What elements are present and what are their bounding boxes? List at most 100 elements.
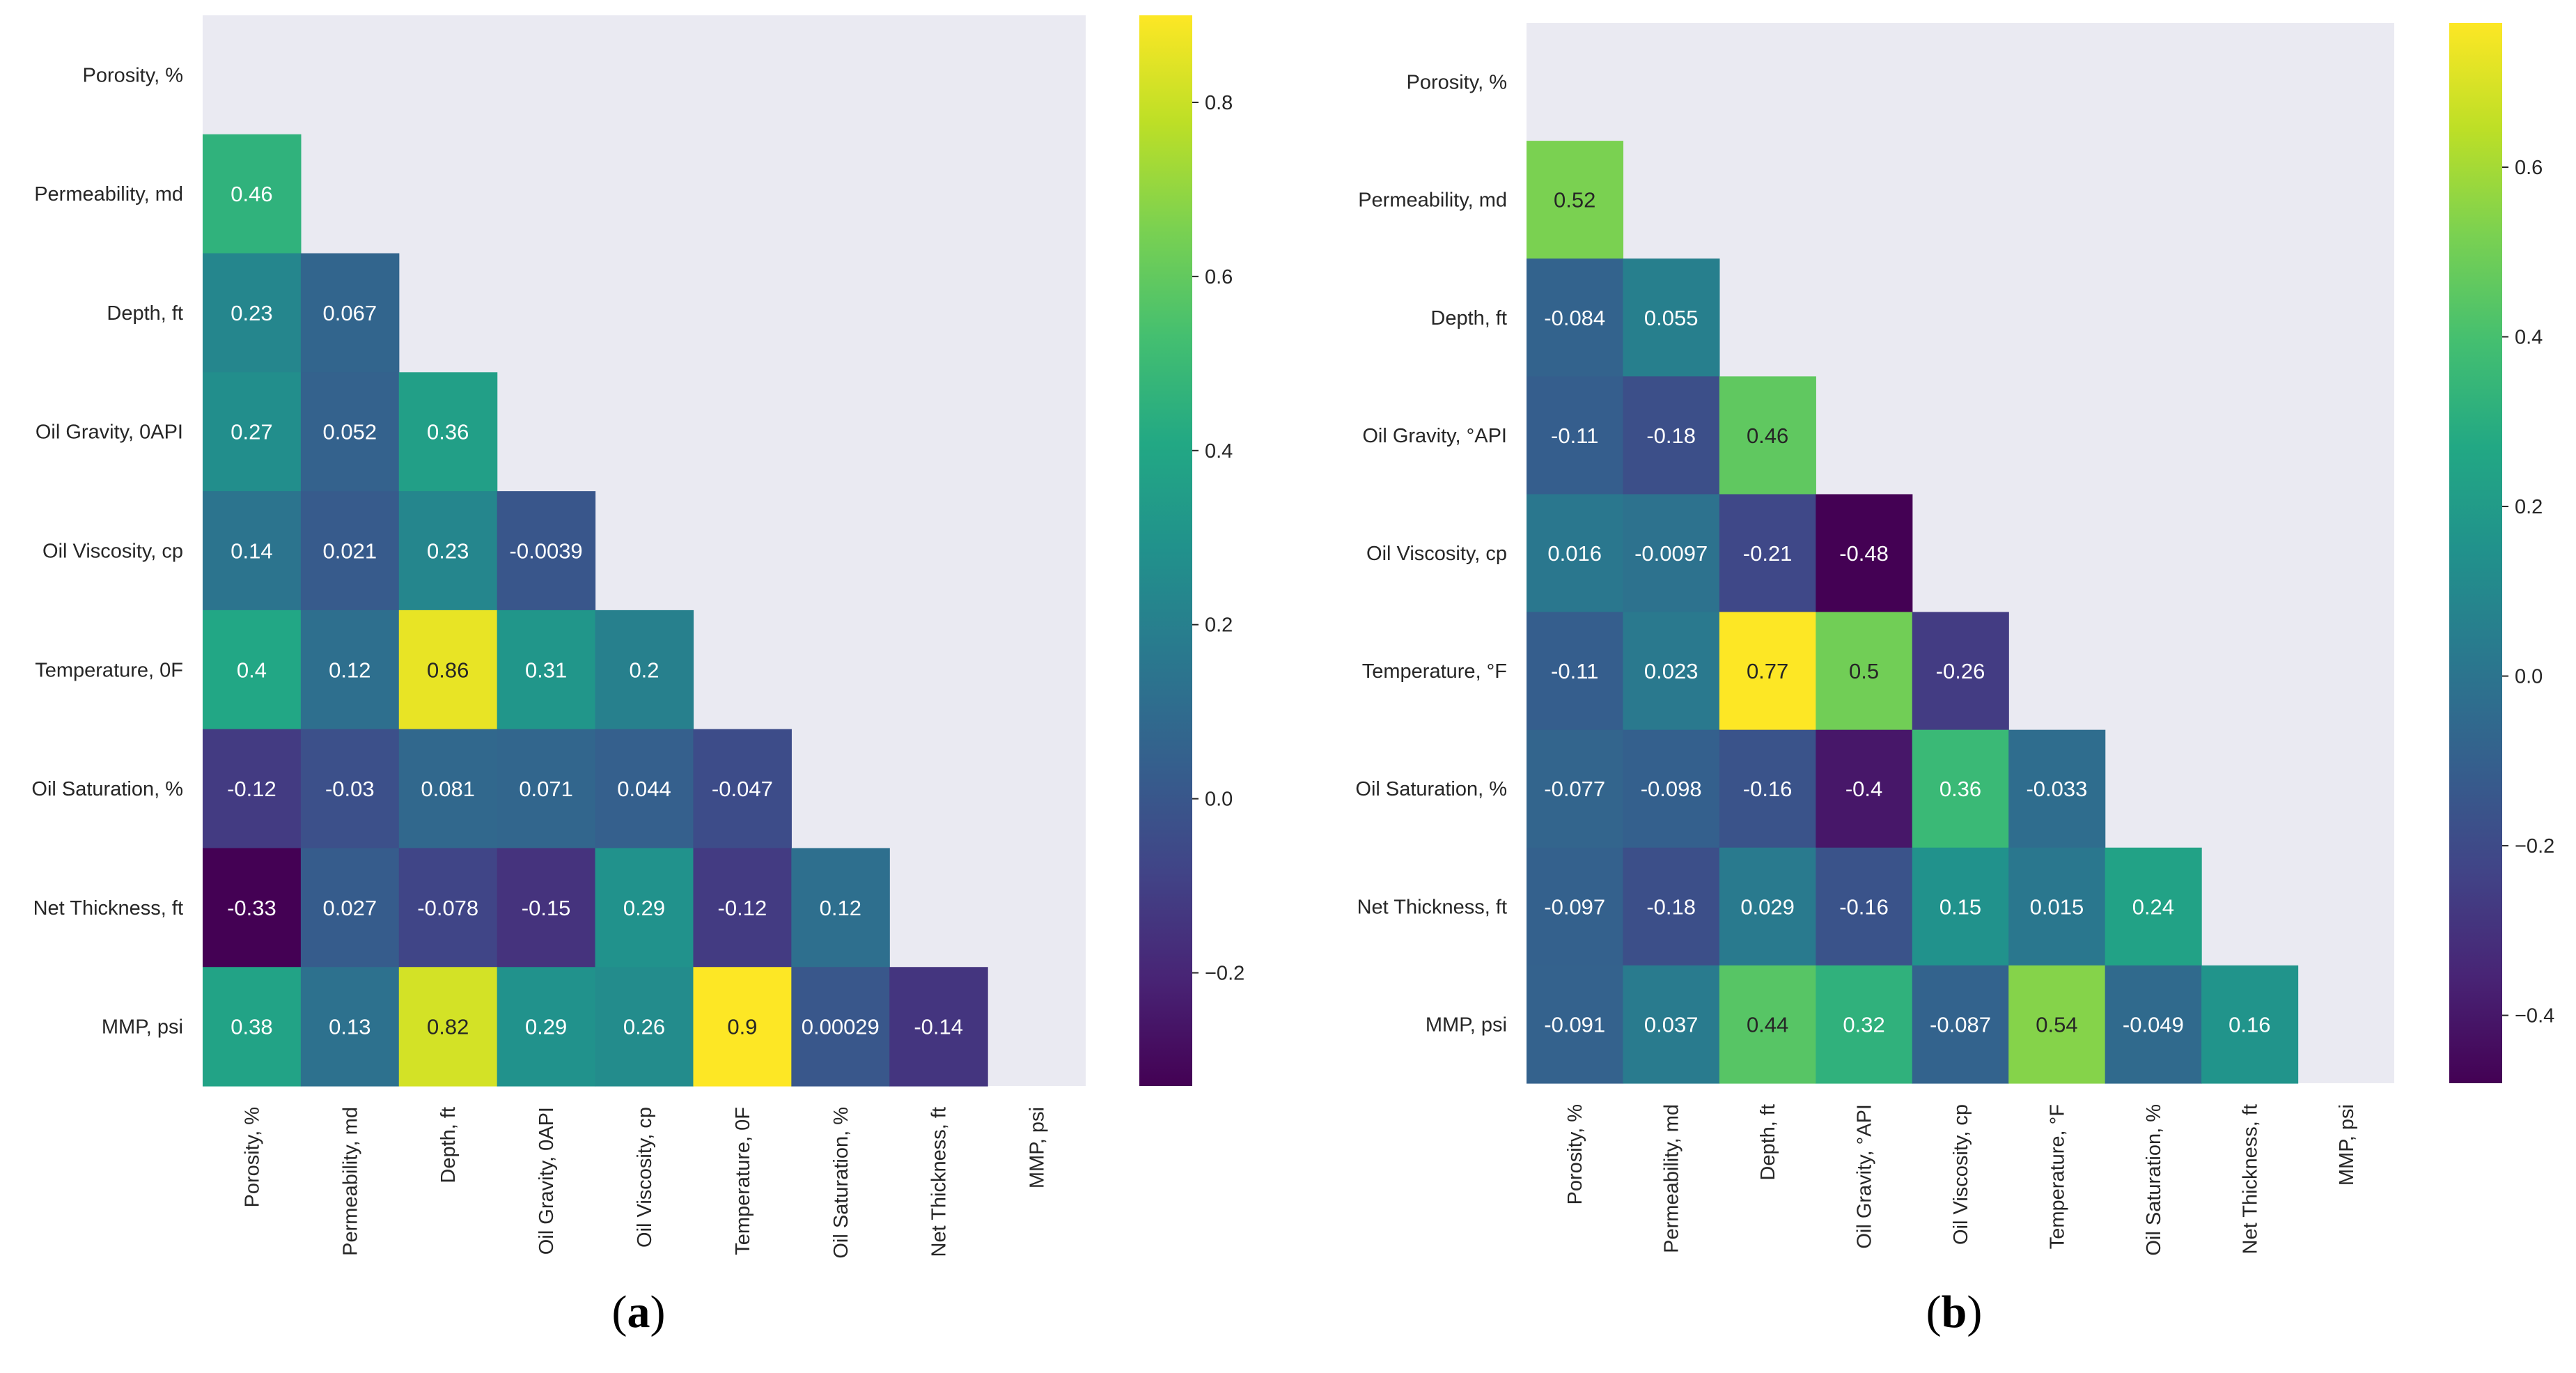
cell-value-label: -0.18 [1646, 424, 1696, 448]
cell-value-label: -0.4 [1845, 777, 1882, 801]
x-tick-label: Porosity, % [241, 1107, 263, 1208]
heatmap-cell [203, 134, 302, 254]
cell-value-label: 0.36 [427, 420, 469, 444]
cell-value-label: 0.52 [1554, 188, 1595, 212]
y-tick-label: MMP, psi [1426, 1014, 1507, 1036]
heatmap-cell [1527, 376, 1624, 495]
heatmap-cell [1912, 847, 2009, 966]
cell-value-label: -0.047 [712, 777, 773, 801]
cell-value-label: 0.037 [1644, 1012, 1699, 1037]
heatmap-cell [1623, 847, 1720, 966]
heatmap-cell [1719, 494, 1816, 613]
x-tick-label: Oil Viscosity, cp [1950, 1104, 1972, 1245]
y-tick-label: Oil Gravity, 0API [36, 421, 183, 444]
heatmap-cell [300, 253, 400, 373]
cell-value-label: 0.23 [427, 539, 469, 564]
cell-value-label: 0.055 [1644, 306, 1699, 330]
cell-value-label: -0.12 [227, 777, 276, 801]
heatmap-cell [693, 848, 792, 968]
colorbar-tick-label: 0.2 [1205, 614, 1233, 637]
heatmap-cell [2105, 847, 2202, 966]
heatmap-cell [203, 967, 302, 1087]
heatmap-cell [791, 848, 890, 968]
cell-value-label: -0.11 [1551, 424, 1598, 448]
heatmap-cell [300, 372, 400, 492]
cell-value-label: 0.2 [629, 658, 659, 682]
heatmap-cell [1816, 494, 1913, 613]
cell-value-label: 0.82 [427, 1015, 469, 1039]
cell-value-label: -0.11 [1551, 659, 1598, 683]
colorbar-tick-label: 0.8 [1205, 92, 1233, 114]
heatmap-cell [1816, 965, 1913, 1084]
heatmap-cell [398, 491, 498, 611]
cell-value-label: 0.46 [231, 182, 272, 206]
panel-label: (b) [1926, 1287, 1983, 1337]
x-tick-label: Depth, ft [437, 1107, 460, 1184]
x-tick-label: MMP, psi [1027, 1107, 1049, 1188]
cell-value-label: 0.13 [329, 1015, 370, 1039]
cell-value-label: -0.033 [2026, 777, 2087, 801]
colorbar-tick-label: 0.0 [1205, 789, 1233, 811]
heatmap-cell [398, 610, 498, 730]
heatmap-cell [1623, 376, 1720, 495]
y-tick-label: Depth, ft [107, 302, 183, 325]
cell-value-label: 0.00029 [802, 1015, 880, 1039]
cell-value-label: 0.044 [617, 777, 671, 801]
cell-value-label: 0.23 [231, 301, 272, 325]
heatmap-cell [693, 729, 792, 849]
heatmap-cell [1816, 847, 1913, 966]
y-tick-label: Temperature, 0F [35, 659, 183, 681]
y-tick-label: Oil Saturation, % [1355, 778, 1507, 800]
heatmap-cell [1623, 612, 1720, 731]
colorbar-tick-label: 0.6 [1205, 266, 1233, 288]
cell-value-label: 0.46 [1747, 424, 1788, 448]
y-tick-label: MMP, psi [102, 1016, 183, 1039]
colorbar [1139, 15, 1192, 1086]
y-tick-label: Porosity, % [1406, 72, 1507, 94]
x-tick-label: Oil Saturation, % [830, 1107, 852, 1259]
heatmap-cell [595, 610, 694, 730]
heatmap-cell [300, 848, 400, 968]
cell-value-label: 0.067 [323, 301, 377, 325]
heatmap-cell [398, 729, 498, 849]
x-tick-label: Temperature, 0F [732, 1107, 754, 1255]
colorbar-tick-label: 0.4 [1205, 440, 1233, 463]
cell-value-label: 0.31 [525, 658, 567, 682]
heatmap-cell [1527, 847, 1624, 966]
heatmap-cell [398, 848, 498, 968]
y-tick-label: Oil Viscosity, cp [1366, 543, 1507, 565]
y-tick-label: Depth, ft [1430, 307, 1507, 329]
heatmap-cell [497, 491, 596, 611]
colorbar-tick-label: 0.6 [2515, 157, 2543, 179]
heatmap-cell [2008, 729, 2106, 848]
heatmap-cell [398, 967, 498, 1087]
cell-value-label: -0.03 [325, 777, 375, 801]
heatmap-cell [1816, 612, 1913, 731]
cell-value-label: -0.18 [1646, 894, 1696, 919]
cell-value-label: 0.38 [231, 1015, 272, 1039]
cell-value-label: 0.29 [525, 1015, 567, 1039]
cell-value-label: 0.77 [1747, 659, 1788, 683]
cell-value-label: -0.0039 [510, 539, 583, 564]
heatmap-cell [1623, 729, 1720, 848]
panel-label: (a) [612, 1287, 666, 1337]
cell-value-label: -0.16 [1839, 894, 1889, 919]
y-tick-label: Temperature, °F [1362, 660, 1507, 683]
colorbar-tick-label: −0.4 [2515, 1005, 2554, 1027]
cell-value-label: 0.14 [231, 539, 272, 564]
heatmap-cell [203, 372, 302, 492]
heatmap-cell [1719, 729, 1816, 848]
cell-value-label: -0.16 [1743, 777, 1793, 801]
cell-value-label: 0.016 [1547, 541, 1602, 566]
heatmap-cell [889, 967, 988, 1087]
cell-value-label: 0.15 [1939, 894, 1981, 919]
cell-value-label: 0.16 [2228, 1012, 2270, 1037]
cell-value-label: -0.084 [1544, 306, 1605, 330]
heatmap-cell [497, 729, 596, 849]
colorbar-tick-label: 0.2 [2515, 496, 2543, 518]
cell-value-label: -0.091 [1544, 1012, 1605, 1037]
heatmap-cell [497, 967, 596, 1087]
heatmap-cell [1527, 965, 1624, 1084]
cell-value-label: 0.54 [2036, 1012, 2077, 1037]
